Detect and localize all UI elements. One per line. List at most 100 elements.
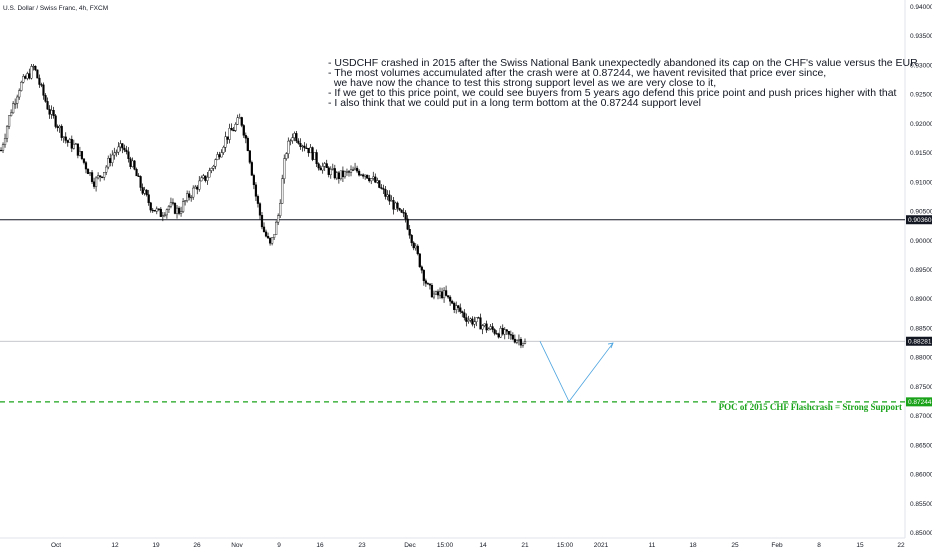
candle-body bbox=[149, 202, 152, 211]
candle-body bbox=[289, 140, 292, 142]
candle-body bbox=[202, 175, 205, 179]
candle-body bbox=[279, 203, 282, 216]
candle-body bbox=[242, 125, 245, 136]
candle-body bbox=[204, 175, 207, 181]
candle-body bbox=[143, 189, 146, 194]
candle-body bbox=[398, 208, 401, 211]
candle-body bbox=[40, 84, 43, 86]
time-tick-label: 18 bbox=[689, 542, 697, 549]
candle-body bbox=[218, 154, 221, 158]
candle-body bbox=[327, 167, 330, 175]
price-tick-label: 0.89500 bbox=[910, 267, 932, 274]
projection-line[interactable] bbox=[539, 341, 614, 403]
time-tick-label: 15:00 bbox=[557, 542, 574, 549]
time-axis: Oct 12 19 26 Nov 9 16 23 Dec 15:00 14 21 15:00 2021 11… bbox=[51, 542, 905, 549]
candle-body bbox=[92, 181, 96, 187]
candle-body bbox=[422, 270, 425, 281]
support-label: POC of 2015 CHF Flashcrash = Strong Supp… bbox=[719, 402, 902, 412]
candle-body bbox=[275, 221, 278, 235]
price-tag-label: 0.88281 bbox=[908, 339, 932, 346]
candle-body bbox=[155, 208, 158, 212]
candle-body bbox=[238, 117, 241, 119]
candle-body bbox=[60, 125, 63, 138]
candle-body bbox=[42, 84, 45, 96]
candle-body bbox=[453, 303, 456, 310]
time-tick-label: 2021 bbox=[594, 542, 609, 549]
candle-body bbox=[487, 328, 490, 331]
candle-body bbox=[88, 172, 92, 175]
candle-body bbox=[127, 151, 130, 159]
candle-body bbox=[295, 133, 298, 142]
candle-body bbox=[133, 160, 136, 170]
candle-body bbox=[485, 323, 488, 331]
price-tick-label: 0.92500 bbox=[910, 92, 932, 99]
candle-body bbox=[463, 312, 466, 318]
annotation-line: - If we get to this price point, we coul… bbox=[328, 87, 897, 99]
candle-body bbox=[297, 140, 300, 144]
candle-body bbox=[254, 184, 258, 197]
horizontal-levels bbox=[0, 219, 905, 403]
annotation-text: - USDCHF crashed in 2015 after the Swiss… bbox=[328, 57, 918, 109]
candle-body bbox=[220, 152, 223, 158]
price-tag-label: 0.90360 bbox=[908, 217, 932, 224]
candle-body bbox=[179, 211, 183, 214]
time-tick-label: 14 bbox=[479, 542, 487, 549]
candle-body bbox=[353, 167, 357, 170]
candle-body bbox=[390, 200, 393, 202]
candle-body bbox=[418, 253, 421, 268]
price-tick-label: 0.89000 bbox=[910, 296, 932, 303]
price-tick-label: 0.88000 bbox=[910, 355, 932, 362]
candle-body bbox=[507, 331, 510, 335]
candle-body bbox=[74, 143, 77, 145]
candle-body bbox=[406, 218, 409, 230]
candle-body bbox=[283, 158, 286, 179]
candle-body bbox=[54, 115, 57, 127]
candle-body bbox=[511, 334, 514, 340]
time-tick-label: 21 bbox=[521, 542, 529, 549]
candle-body bbox=[258, 203, 262, 216]
candle-body bbox=[362, 174, 365, 177]
candle-body bbox=[86, 168, 90, 175]
time-tick-label: 23 bbox=[358, 542, 366, 549]
candle-body bbox=[70, 139, 73, 149]
candle-body bbox=[285, 153, 288, 159]
candle-body bbox=[307, 147, 310, 154]
candle-body bbox=[159, 208, 162, 217]
time-tick-label: 12 bbox=[111, 542, 119, 549]
candle-body bbox=[509, 334, 512, 336]
candle-body bbox=[131, 160, 134, 167]
time-tick-label: Nov bbox=[231, 542, 243, 549]
candle-body bbox=[457, 305, 460, 308]
candle-body bbox=[299, 143, 302, 147]
price-tags: 0.90360 0.88281 0.87244 bbox=[906, 215, 932, 407]
candle-body bbox=[26, 73, 29, 79]
candle-body bbox=[173, 203, 177, 214]
candle-body bbox=[145, 189, 148, 195]
candle-body bbox=[469, 318, 472, 321]
candle-body bbox=[404, 212, 407, 220]
candle-body bbox=[56, 126, 59, 129]
time-tick-label: Feb bbox=[771, 542, 783, 549]
candle-body bbox=[481, 325, 484, 330]
time-tick-label: 11 bbox=[649, 542, 656, 549]
candle-body bbox=[101, 176, 104, 178]
candle-body bbox=[111, 154, 114, 163]
candle-body bbox=[46, 101, 49, 110]
candle-body bbox=[196, 186, 199, 190]
candle-body bbox=[252, 175, 255, 186]
candle-body bbox=[301, 145, 304, 147]
annotation-line: - The most volumes accumulated after the… bbox=[328, 67, 826, 79]
price-axis: 0.94000 0.93500 0.93000 0.92500 0.92000 0.915… bbox=[910, 4, 932, 537]
candle-body bbox=[461, 311, 464, 314]
price-tick-label: 0.92000 bbox=[910, 121, 932, 128]
candle-body bbox=[10, 112, 13, 116]
candle-body bbox=[440, 291, 444, 299]
price-tick-label: 0.88500 bbox=[910, 325, 932, 332]
candle-body bbox=[177, 207, 181, 214]
candle-body bbox=[329, 169, 332, 175]
candle-body bbox=[82, 158, 86, 163]
candle-body bbox=[264, 231, 268, 237]
candle-body bbox=[447, 295, 450, 298]
candle-body bbox=[434, 291, 438, 295]
